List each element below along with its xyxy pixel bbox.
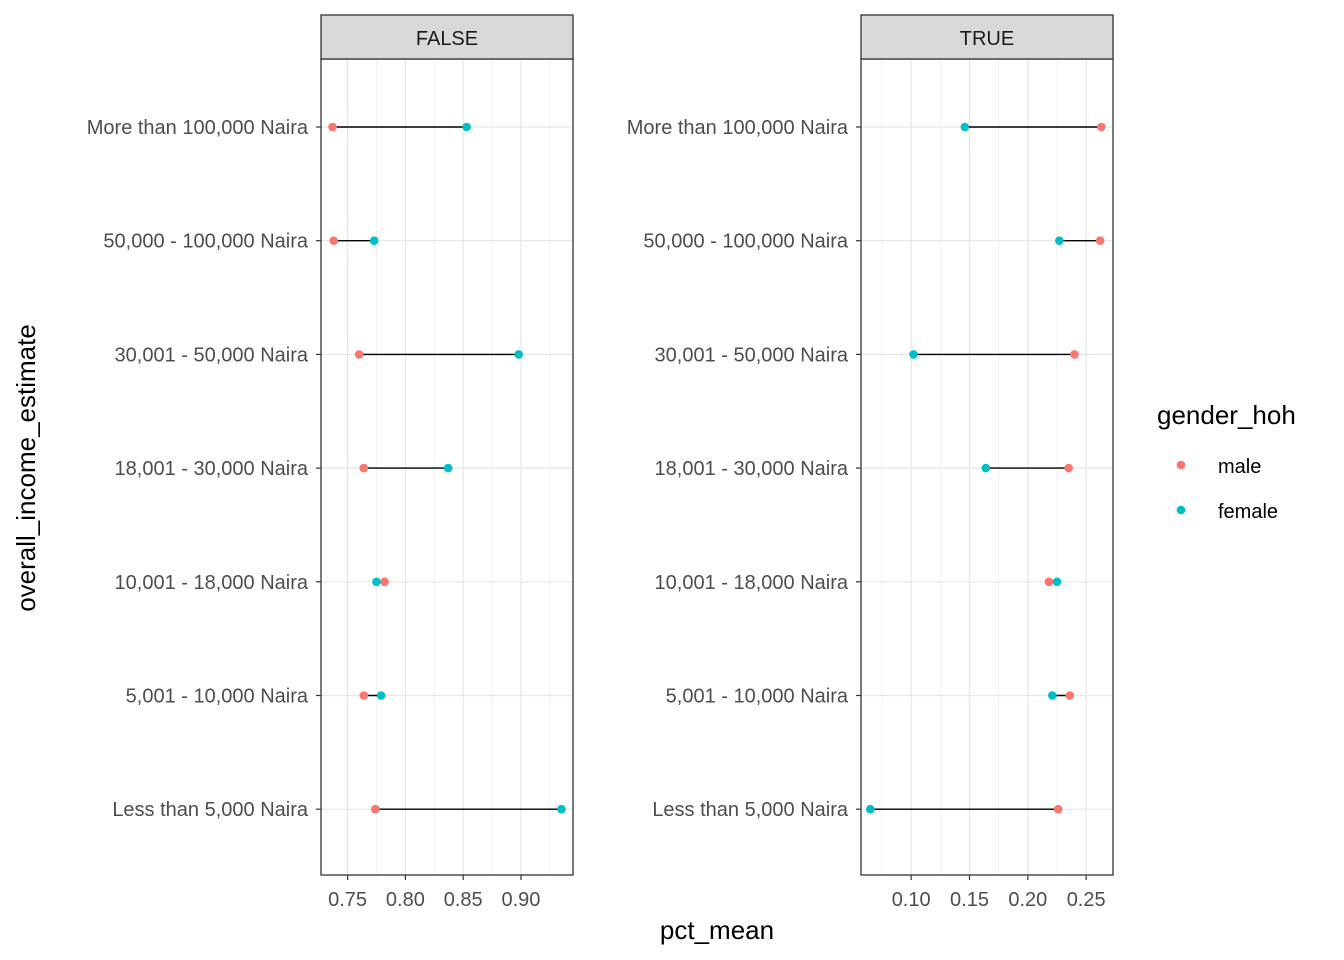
legend-key-male — [1176, 460, 1186, 470]
facet-strip — [860, 14, 1114, 60]
x-tick-label: 0.80 — [386, 889, 425, 911]
point-female-less-than-5-000-naira — [866, 804, 875, 814]
point-female-18-001-30-000-naira — [981, 463, 991, 473]
legend-key-female — [1176, 505, 1186, 515]
facet-strip — [320, 14, 574, 60]
point-female-50-000-100-000-naira — [1055, 236, 1064, 245]
x-tick-label: 0.25 — [1067, 889, 1106, 911]
y-tick-label: 30,001 - 50,000 Naira — [115, 344, 309, 366]
point-male-30-001-50-000-naira — [354, 350, 364, 359]
y-tick-label: 5,001 - 10,000 Naira — [666, 686, 849, 708]
facet-panel-false: FALSE More than 100,000 Naira 50,000 - 100… — [87, 14, 574, 911]
point-male-18-001-30-000-naira — [1064, 463, 1073, 473]
y-tick-label: 5,001 - 10,000 Naira — [126, 686, 309, 708]
point-male-less-than-5-000-naira — [371, 804, 380, 814]
x-tick-label: 0.75 — [328, 889, 367, 911]
y-axis-title: overall_income_estimate — [11, 324, 41, 612]
y-tick-label: 50,000 - 100,000 Naira — [103, 231, 308, 253]
y-tick-label: 10,001 - 18,000 Naira — [655, 572, 849, 594]
point-male-30-001-50-000-naira — [1070, 350, 1079, 359]
x-tick-label: 0.15 — [950, 889, 989, 911]
point-male-5-001-10-000-naira — [1065, 691, 1075, 700]
point-male-more-than-100-000-naira — [1097, 122, 1106, 132]
point-male-5-001-10-000-naira — [359, 691, 369, 700]
point-male-18-001-30-000-naira — [359, 463, 369, 473]
x-tick-label: 0.90 — [502, 889, 541, 911]
y-tick-label: 18,001 - 30,000 Naira — [115, 458, 309, 480]
x-tick-label: 0.85 — [444, 889, 483, 911]
point-male-50-000-100-000-naira — [329, 236, 339, 245]
y-tick-label: More than 100,000 Naira — [87, 117, 309, 139]
point-male-10-001-18-000-naira — [380, 577, 389, 587]
point-female-5-001-10-000-naira — [1048, 691, 1057, 700]
point-male-10-001-18-000-naira — [1044, 577, 1054, 587]
point-female-5-001-10-000-naira — [376, 691, 386, 700]
y-tick-label: 18,001 - 30,000 Naira — [655, 458, 849, 480]
point-male-more-than-100-000-naira — [328, 122, 337, 132]
point-female-30-001-50-000-naira — [909, 350, 918, 359]
y-tick-label: 50,000 - 100,000 Naira — [643, 231, 848, 253]
y-tick-label: 10,001 - 18,000 Naira — [115, 572, 309, 594]
point-female-50-000-100-000-naira — [369, 236, 379, 245]
y-tick-label: Less than 5,000 Naira — [112, 799, 309, 821]
legend-label-male: male — [1218, 456, 1261, 478]
facet-strip-label: TRUE — [960, 28, 1014, 50]
legend-entries: male female — [1176, 456, 1278, 523]
point-male-50-000-100-000-naira — [1095, 236, 1105, 245]
point-female-10-001-18-000-naira — [1052, 577, 1062, 587]
point-male-less-than-5-000-naira — [1053, 804, 1063, 814]
facet-strip-label: FALSE — [416, 28, 478, 50]
legend-label-female: female — [1218, 501, 1278, 523]
facet-panel-true: TRUE More than 100,000 Naira 50,000 - 100,… — [627, 14, 1114, 911]
legend-title: gender_hoh — [1157, 400, 1296, 430]
point-female-10-001-18-000-naira — [372, 577, 381, 587]
point-female-more-than-100-000-naira — [462, 122, 471, 132]
y-tick-label: 30,001 - 50,000 Naira — [655, 344, 849, 366]
y-tick-label: Less than 5,000 Naira — [652, 799, 849, 821]
panels-layer: FALSE More than 100,000 Naira 50,000 - 100… — [87, 14, 1114, 911]
x-tick-label: 0.20 — [1008, 889, 1047, 911]
point-female-less-than-5-000-naira — [557, 804, 566, 814]
point-female-30-001-50-000-naira — [514, 350, 523, 359]
legend: gender_hoh male female — [1157, 400, 1296, 523]
point-female-more-than-100-000-naira — [960, 122, 970, 132]
x-tick-label: 0.10 — [892, 889, 931, 911]
point-female-18-001-30-000-naira — [443, 463, 453, 473]
y-tick-label: More than 100,000 Naira — [627, 117, 849, 139]
x-axis-title: pct_mean — [660, 915, 774, 945]
